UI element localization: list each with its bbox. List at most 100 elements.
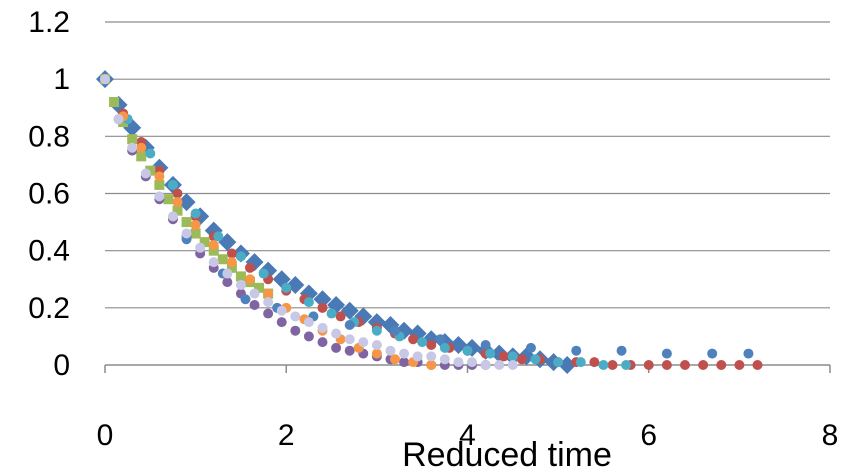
data-point xyxy=(235,271,246,282)
data-point xyxy=(249,288,260,299)
data-point xyxy=(344,345,355,356)
data-point xyxy=(399,357,410,368)
data-point xyxy=(516,354,527,365)
data-point xyxy=(598,360,609,370)
data-point xyxy=(317,337,328,348)
data-point xyxy=(326,308,337,319)
data-point xyxy=(199,237,210,248)
data-point xyxy=(276,317,287,328)
y-tick-labels: 0 0.2 0.4 0.6 0.8 1 1.2 xyxy=(28,6,70,382)
data-point xyxy=(462,345,473,356)
data-point xyxy=(290,325,301,336)
data-point xyxy=(480,360,491,370)
data-point xyxy=(195,242,206,253)
data-point xyxy=(258,268,269,279)
data-point xyxy=(190,208,201,219)
data-point xyxy=(167,179,178,190)
data-point xyxy=(172,205,183,216)
data-point xyxy=(680,360,690,370)
series-5 xyxy=(100,74,632,370)
data-point xyxy=(358,337,369,348)
data-point xyxy=(344,334,355,345)
data-point xyxy=(453,357,464,368)
data-point xyxy=(281,282,292,293)
data-point xyxy=(303,317,314,328)
data-point xyxy=(213,231,224,242)
data-point xyxy=(412,351,423,362)
data-point xyxy=(303,331,314,342)
data-point xyxy=(575,357,586,368)
data-point xyxy=(621,360,632,370)
data-point xyxy=(485,348,496,359)
data-point xyxy=(208,257,219,268)
x-axis-title: Reduced time xyxy=(402,436,612,472)
x-tick-label: 2 xyxy=(278,419,295,452)
data-point xyxy=(439,354,450,365)
data-point xyxy=(661,360,672,370)
data-point xyxy=(480,339,491,350)
data-point xyxy=(208,245,219,256)
data-point xyxy=(235,251,246,262)
data-point xyxy=(154,179,165,190)
data-point xyxy=(408,334,419,345)
data-point xyxy=(226,257,237,268)
data-point xyxy=(530,354,541,365)
data-point xyxy=(222,277,233,288)
data-point xyxy=(390,354,400,365)
data-point xyxy=(426,339,437,350)
series-4 xyxy=(100,74,491,370)
data-point xyxy=(276,305,287,316)
data-point xyxy=(226,262,237,273)
data-point xyxy=(190,228,201,239)
data-point xyxy=(222,268,233,279)
series-8 xyxy=(100,74,518,370)
y-tick-label: 0.8 xyxy=(28,120,70,153)
data-point xyxy=(127,134,138,145)
data-point xyxy=(181,228,192,239)
x-tick-label: 6 xyxy=(640,419,657,452)
data-point xyxy=(344,319,355,330)
data-point xyxy=(317,322,328,333)
x-tick-labels: 0 2 4 6 8 xyxy=(97,419,839,452)
y-tick-label: 1 xyxy=(53,63,70,96)
data-point xyxy=(113,114,124,125)
series-1 xyxy=(96,70,577,374)
data-point xyxy=(240,294,251,305)
data-point xyxy=(136,142,147,153)
data-point xyxy=(435,334,446,345)
y-tick-label: 1.2 xyxy=(28,6,70,39)
data-point xyxy=(263,288,274,299)
data-point xyxy=(145,148,156,159)
data-point xyxy=(390,325,400,336)
data-point xyxy=(607,360,618,370)
data-point xyxy=(331,328,342,339)
data-point xyxy=(467,357,478,368)
data-point xyxy=(734,360,745,370)
data-point xyxy=(494,360,505,370)
data-point xyxy=(331,342,342,353)
data-point xyxy=(208,239,219,250)
data-point xyxy=(743,348,754,359)
data-point xyxy=(303,297,314,308)
data-point xyxy=(698,360,709,370)
data-point xyxy=(163,194,174,205)
data-point xyxy=(172,188,183,199)
data-point xyxy=(154,171,165,182)
plot-area xyxy=(96,70,763,374)
data-point xyxy=(235,279,246,290)
data-point xyxy=(109,97,120,108)
data-point xyxy=(226,248,237,259)
data-point xyxy=(136,151,147,162)
data-point xyxy=(313,290,332,309)
y-tick-label: 0.6 xyxy=(28,178,70,211)
data-point xyxy=(245,262,255,273)
y-tick-label: 0.2 xyxy=(28,292,70,325)
data-point xyxy=(371,348,382,359)
data-point xyxy=(525,342,536,353)
data-point xyxy=(335,311,346,322)
data-point xyxy=(707,348,718,359)
data-point xyxy=(254,282,265,293)
data-point xyxy=(371,325,382,336)
data-point xyxy=(172,197,183,208)
